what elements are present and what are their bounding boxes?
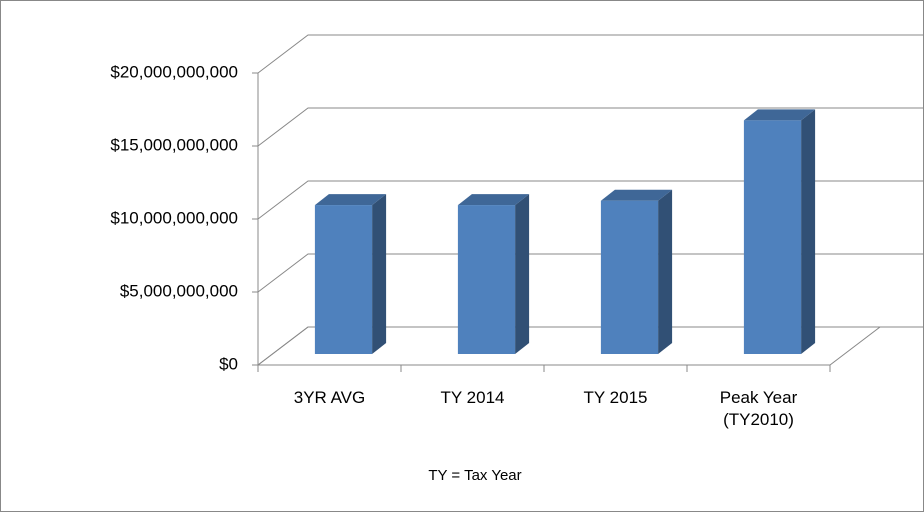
bar-side bbox=[801, 109, 816, 355]
y-tick-label: $0 bbox=[219, 354, 238, 373]
bar-top bbox=[314, 194, 387, 206]
bar-front bbox=[314, 205, 373, 354]
bar bbox=[600, 189, 673, 354]
bar-side bbox=[658, 189, 673, 354]
x-tick-label-box: TY 2015 bbox=[583, 388, 648, 407]
bar-side bbox=[372, 194, 387, 354]
x-tick-label: TY 2015 bbox=[583, 388, 648, 407]
bar bbox=[457, 194, 530, 354]
grid-line bbox=[257, 253, 924, 293]
y-tick-label: $20,000,000,000 bbox=[110, 62, 238, 81]
bar-top bbox=[743, 109, 816, 121]
grid-line bbox=[257, 180, 924, 220]
bar-top bbox=[457, 194, 530, 206]
x-tick-label: Peak Year (TY2010) bbox=[719, 388, 798, 429]
x-tick-label: 3YR AVG bbox=[293, 388, 366, 407]
bar-side bbox=[515, 194, 530, 354]
y-tick-label: $5,000,000,000 bbox=[120, 281, 238, 300]
grid-line bbox=[257, 326, 924, 366]
y-tick-label: $15,000,000,000 bbox=[110, 135, 238, 154]
x-tick-label-box: TY 2014 bbox=[440, 388, 505, 407]
y-tick-label: $10,000,000,000 bbox=[110, 208, 238, 227]
bar-front bbox=[457, 205, 516, 354]
x-tick-label-box: 3YR AVG bbox=[293, 388, 366, 407]
x-tick-label-box: Peak Year (TY2010) bbox=[719, 388, 798, 429]
annotation: TY = Tax Year bbox=[428, 467, 521, 484]
bar-top bbox=[600, 189, 673, 201]
bar bbox=[743, 109, 816, 355]
bar bbox=[314, 194, 387, 354]
grid-line bbox=[257, 107, 924, 147]
bar-front bbox=[743, 120, 802, 355]
bar-front bbox=[600, 200, 659, 354]
grid-line bbox=[257, 34, 924, 74]
x-tick-label: TY 2014 bbox=[440, 388, 505, 407]
